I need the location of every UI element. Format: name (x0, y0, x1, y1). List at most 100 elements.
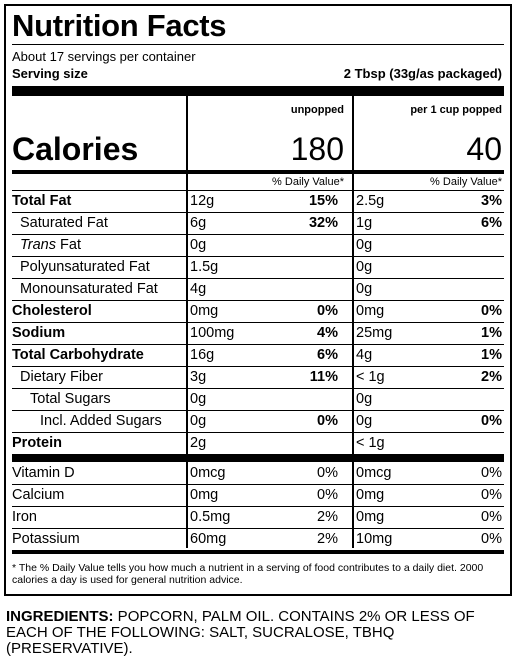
amount-col2: 0g (356, 413, 373, 429)
dv-col2: 0% (481, 531, 502, 547)
nutrition-label: Nutrition Facts About 17 servings per co… (4, 4, 512, 596)
nutrient-label: Polyunsaturated Fat (20, 259, 150, 275)
dv-col1: 15% (308, 193, 338, 209)
amount-col2: < 1g (356, 435, 385, 451)
dv-col1: 0% (317, 303, 338, 319)
ingredients-text: POPCORN, PALM OIL. CONTAINS 2% OR LESS O… (6, 608, 475, 657)
row-divider (12, 278, 504, 279)
amount-col2: 0mcg (356, 465, 392, 481)
row-divider (12, 234, 504, 235)
amount-col2: 10mg (356, 531, 393, 547)
dv-col1: 2% (317, 531, 338, 547)
row-divider (12, 190, 504, 191)
ingredients-label: INGREDIENTS: (6, 608, 114, 625)
row-divider (12, 212, 504, 213)
dv-col1: 0% (317, 487, 338, 503)
nutrient-label: Sodium (12, 325, 66, 341)
amount-col2: 4g (356, 347, 373, 363)
amount-col1: 3g (190, 369, 207, 385)
nutrient-label: Cholesterol (12, 303, 92, 319)
dv-col2: 0% (481, 413, 502, 429)
footnote: * The % Daily Value tells you how much a… (12, 562, 484, 586)
row-divider (12, 410, 504, 411)
amount-col1: 2g (190, 435, 207, 451)
dv-col2: 0% (481, 509, 502, 525)
row-divider (12, 344, 504, 345)
dv-col2: 1% (481, 347, 502, 363)
dv-col1: 4% (317, 325, 338, 341)
amount-col1: 0g (190, 413, 207, 429)
amount-col2: 0g (356, 281, 373, 297)
vitamin-label: Iron (12, 509, 37, 525)
dv-col2: 3% (481, 193, 502, 209)
ingredients: INGREDIENTS: POPCORN, PALM OIL. CONTAINS… (6, 609, 514, 657)
vitamin-label: Calcium (12, 487, 65, 503)
row-divider (12, 432, 504, 433)
dv-col2: 2% (481, 369, 502, 385)
amount-col1: 0mg (190, 487, 219, 503)
amount-col1: 0g (190, 237, 207, 253)
nutrient-label: Protein (12, 435, 62, 451)
col1-header: unpopped (290, 104, 344, 116)
nutrient-label-suffix: Fat (56, 237, 81, 253)
calories-col1: 180 (290, 131, 344, 167)
servings-per-container: About 17 servings per container (12, 49, 196, 64)
calories-col2: 40 (466, 131, 502, 167)
amount-col1: 0mcg (190, 465, 226, 481)
dv-header-col2: % Daily Value* (430, 176, 502, 188)
row-divider (12, 322, 504, 323)
amount-col2: 0mg (356, 509, 385, 525)
amount-col1: 6g (190, 215, 207, 231)
amount-col1: 0.5mg (190, 509, 231, 525)
nutrient-label-italic: Trans (20, 237, 56, 253)
amount-col2: 1g (356, 215, 373, 231)
amount-col1: 16g (190, 347, 215, 363)
amount-col1: 12g (190, 193, 215, 209)
dv-col1: 0% (317, 413, 338, 429)
calories-divider (12, 170, 504, 174)
row-divider (12, 256, 504, 257)
amount-col2: 0g (356, 391, 373, 407)
dv-col2: 6% (481, 215, 502, 231)
dv-col1: 11% (309, 369, 338, 385)
nutrient-label: Total Carbohydrate (12, 347, 144, 363)
nutrient-label: Total Fat (12, 193, 72, 209)
amount-col2: < 1g (356, 369, 385, 385)
col2-header: per 1 cup popped (410, 104, 502, 116)
amount-col1: 0g (190, 391, 207, 407)
dv-col2: 0% (481, 465, 502, 481)
nutrient-label: Dietary Fiber (20, 369, 103, 385)
amount-col1: 0mg (190, 303, 219, 319)
amount-col2: 2.5g (356, 193, 385, 209)
amount-col1: 60mg (190, 531, 227, 547)
amount-col1: 1.5g (190, 259, 219, 275)
dv-col2: 0% (481, 487, 502, 503)
dv-col1: 6% (317, 347, 338, 363)
serving-size-label: Serving size (12, 66, 88, 81)
amount-col2: 0mg (356, 303, 385, 319)
row-divider (12, 366, 504, 367)
dv-col2: 0% (481, 303, 502, 319)
column-divider-2 (352, 94, 354, 548)
nutrient-label: Total Sugars (30, 391, 111, 407)
dv-col1: 2% (317, 509, 338, 525)
thick-divider (12, 454, 504, 462)
nutrient-label: Trans Fat (20, 235, 81, 255)
serving-size-value: 2 Tbsp (33g/as packaged) (343, 66, 502, 81)
vitamin-label: Vitamin D (12, 465, 75, 481)
row-divider (12, 550, 504, 554)
row-divider (12, 506, 504, 507)
column-divider-1 (186, 94, 188, 548)
amount-col2: 0mg (356, 487, 385, 503)
row-divider (12, 388, 504, 389)
amount-col1: 4g (190, 281, 207, 297)
dv-header-col1: % Daily Value* (272, 176, 344, 188)
nutrient-label: Saturated Fat (20, 215, 108, 231)
vitamin-label: Potassium (12, 531, 80, 547)
dv-col1: 0% (317, 465, 338, 481)
row-divider (12, 528, 504, 529)
nutrient-label: Incl. Added Sugars (40, 413, 162, 429)
amount-col2: 25mg (356, 325, 393, 341)
calories-label: Calories (12, 131, 139, 167)
nutrient-label: Monounsaturated Fat (20, 281, 158, 297)
